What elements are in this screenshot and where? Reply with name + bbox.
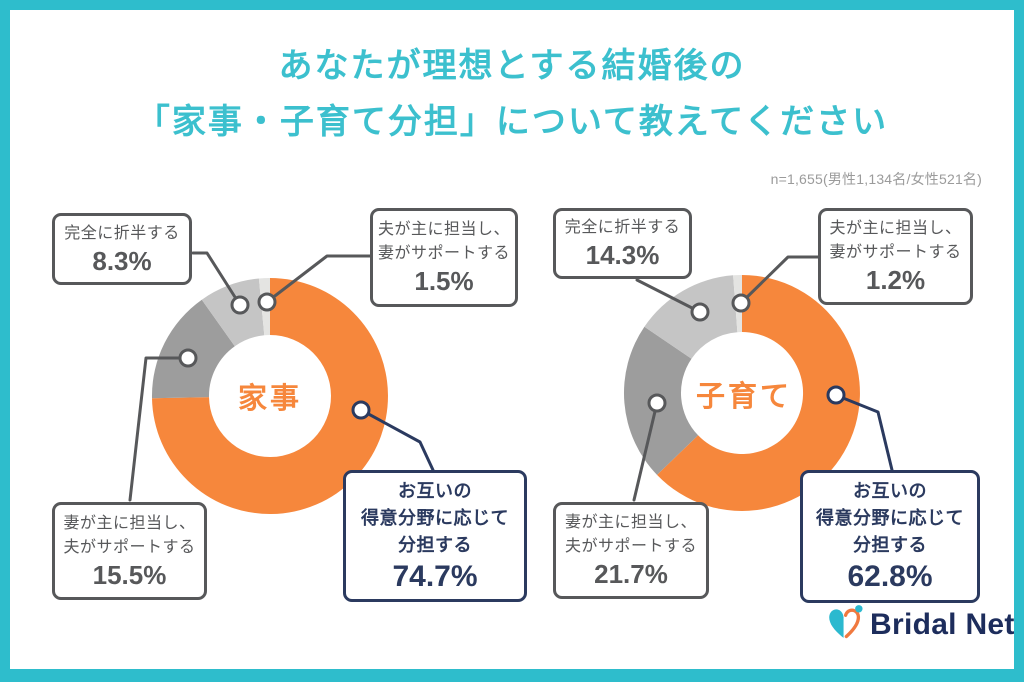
callout-percentage: 62.8% (847, 560, 933, 594)
callout-percentage: 8.3% (92, 245, 152, 276)
callout-percentage: 15.5% (92, 559, 167, 590)
callout-label: 夫が主に担当し、 (829, 220, 962, 238)
callout-label: 夫がサポートする (63, 538, 196, 556)
callout-label: 分担する (853, 535, 927, 556)
page-title: あなたが理想とする結婚後の 「家事・子育て分担」について教えてください (0, 38, 1024, 150)
childcare-donut-center-label: 子育て (695, 381, 793, 413)
callout-label: 妻がサポートする (377, 245, 510, 263)
housework-donut-center-label: 家事 (237, 383, 303, 415)
callout-percentage: 1.5% (414, 266, 474, 297)
callout-label: 妻がサポートする (829, 244, 962, 262)
callout-percentage: 74.7% (392, 559, 478, 593)
bridal-net-logo: Bridal Net (826, 604, 1015, 645)
title-line-1: あなたが理想とする結婚後の (278, 47, 746, 85)
title-line-2: 「家事・子育て分担」について教えてください (135, 103, 889, 142)
callout-percentage: 14.3% (585, 240, 660, 271)
callout-percentage: 1.2% (865, 265, 926, 296)
callout-label: お互いの (398, 480, 472, 501)
callout-housework-wife-main: 妻が主に担当し、 夫がサポートする 15.5% (52, 502, 207, 600)
callout-childcare-split-evenly: 完全に折半する 14.3% (553, 208, 692, 279)
callout-housework-split-evenly: 完全に折半する 8.3% (52, 213, 192, 285)
callout-label: 得意分野に応じて (816, 508, 964, 529)
logo-text: Bridal Net (870, 607, 1015, 641)
callout-housework-husband-main: 夫が主に担当し、 妻がサポートする 1.5% (370, 208, 518, 307)
callout-childcare-husband-main: 夫が主に担当し、 妻がサポートする 1.2% (818, 208, 973, 305)
callout-label: お互いの (853, 481, 927, 502)
callout-label: 妻が主に担当し、 (63, 514, 196, 532)
callout-label: 得意分野に応じて (361, 507, 509, 528)
callout-childcare-wife-main: 妻が主に担当し、 夫がサポートする 21.7% (553, 502, 709, 599)
callout-label: 夫がサポートする (564, 538, 697, 556)
callout-label: 妻が主に担当し、 (564, 514, 697, 532)
callout-label: 分担する (398, 534, 472, 555)
callout-label: 完全に折半する (64, 224, 180, 242)
callout-label: 完全に折半する (564, 219, 681, 237)
callout-childcare-by-strengths: お互いの 得意分野に応じて 分担する 62.8% (800, 470, 980, 603)
callout-percentage: 21.7% (594, 559, 668, 590)
heart-logo-icon (829, 605, 863, 639)
callout-housework-by-strengths: お互いの 得意分野に応じて 分担する 74.7% (343, 470, 527, 602)
callout-label: 夫が主に担当し、 (377, 221, 510, 239)
sample-size-note: n=1,655(男性1,134名/女性521名) (770, 171, 982, 187)
